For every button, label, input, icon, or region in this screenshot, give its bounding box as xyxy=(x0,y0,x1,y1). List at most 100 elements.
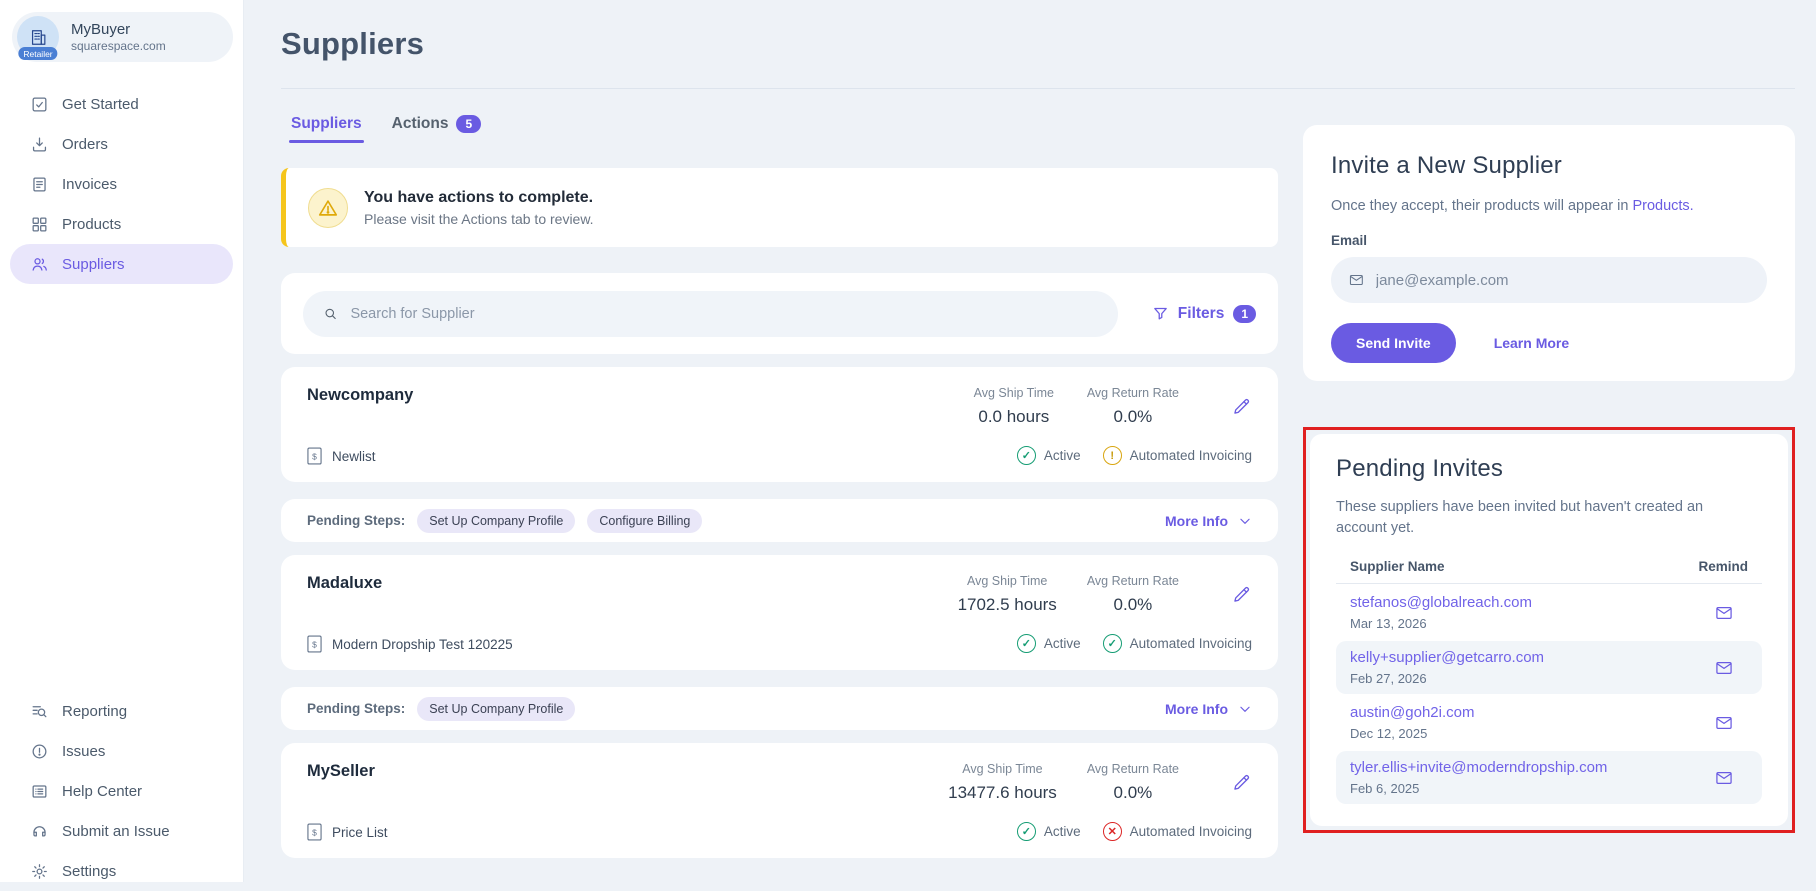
actions-warning-banner: You have actions to complete. Please vis… xyxy=(281,168,1278,247)
invite-email-input[interactable] xyxy=(1376,272,1750,289)
tab-label: Suppliers xyxy=(291,115,362,133)
pending-invites-highlight: Pending Invites These suppliers have bee… xyxy=(1303,427,1795,833)
envelope-icon xyxy=(1714,658,1734,678)
price-list-link[interactable]: $ Newlist xyxy=(307,447,413,465)
edit-supplier-button[interactable] xyxy=(1231,584,1252,605)
sidebar-item-orders[interactable]: Orders xyxy=(10,124,233,164)
more-info-button[interactable]: More Info xyxy=(1165,701,1252,717)
sidebar-item-suppliers[interactable]: Suppliers xyxy=(10,244,233,284)
supplier-name-column-header: Supplier Name xyxy=(1350,559,1445,574)
search-input[interactable] xyxy=(350,306,1097,322)
sidebar-nav: Get Started Orders Invoices Products Sup… xyxy=(0,84,243,284)
org-switcher[interactable]: Retailer MyBuyer squarespace.com xyxy=(12,12,233,62)
active-status: Active xyxy=(1017,446,1081,465)
pencil-icon xyxy=(1231,584,1252,605)
return-rate-value: 0.0% xyxy=(1087,595,1179,615)
remind-button[interactable] xyxy=(1714,768,1748,788)
price-list-icon: $ xyxy=(307,635,322,653)
svg-text:$: $ xyxy=(312,639,317,649)
supplier-card: Newcompany $ Newlist Avg Ship Time 0.0 h… xyxy=(281,367,1278,482)
products-link[interactable]: Products. xyxy=(1632,198,1693,214)
active-status-icon xyxy=(1017,634,1036,653)
tab-suppliers[interactable]: Suppliers xyxy=(291,115,362,143)
checkbox-icon xyxy=(30,95,49,114)
invoice-icon xyxy=(30,175,49,194)
filters-label: Filters xyxy=(1178,305,1225,323)
pending-step-badge: Set Up Company Profile xyxy=(417,697,575,721)
org-role-badge: Retailer xyxy=(18,47,57,60)
sidebar-item-products[interactable]: Products xyxy=(10,204,233,244)
return-rate-label: Avg Return Rate xyxy=(1087,574,1179,588)
envelope-icon xyxy=(1714,768,1734,788)
active-status-label: Active xyxy=(1044,636,1081,651)
learn-more-link[interactable]: Learn More xyxy=(1494,335,1569,351)
price-list-link[interactable]: $ Price List xyxy=(307,823,388,841)
invite-email-link[interactable]: austin@goh2i.com xyxy=(1350,704,1474,721)
download-icon xyxy=(30,135,49,154)
mail-icon xyxy=(1348,271,1365,289)
chevron-down-icon xyxy=(1238,702,1252,716)
envelope-icon xyxy=(1714,603,1734,623)
invoicing-status: Automated Invoicing xyxy=(1103,822,1252,841)
invite-email-field[interactable] xyxy=(1331,257,1767,303)
active-status-label: Active xyxy=(1044,448,1081,463)
supplier-search[interactable] xyxy=(303,291,1118,337)
sidebar-item-label: Products xyxy=(62,216,121,233)
more-info-label: More Info xyxy=(1165,701,1228,717)
invite-date: Feb 27, 2026 xyxy=(1350,671,1544,686)
ship-time-value: 13477.6 hours xyxy=(948,783,1057,803)
invite-email-link[interactable]: tyler.ellis+invite@moderndropship.com xyxy=(1350,759,1607,776)
chevron-down-icon xyxy=(1238,514,1252,528)
tab-actions[interactable]: Actions 5 xyxy=(392,115,482,143)
sidebar-item-issues[interactable]: Issues xyxy=(10,731,233,771)
ship-time-label: Avg Ship Time xyxy=(948,762,1057,776)
return-rate-value: 0.0% xyxy=(1087,407,1179,427)
main-content: Suppliers Suppliers Actions 5 xyxy=(244,0,1816,882)
remind-button[interactable] xyxy=(1714,603,1748,623)
remind-button[interactable] xyxy=(1714,713,1748,733)
pencil-icon xyxy=(1231,396,1252,417)
price-list-icon: $ xyxy=(307,823,322,841)
banner-title: You have actions to complete. xyxy=(364,189,594,207)
price-list-name: Modern Dropship Test 120225 xyxy=(332,637,513,652)
search-icon xyxy=(323,306,338,322)
price-list-link[interactable]: $ Modern Dropship Test 120225 xyxy=(307,635,513,653)
edit-supplier-button[interactable] xyxy=(1231,772,1252,793)
more-info-button[interactable]: More Info xyxy=(1165,513,1252,529)
sidebar-item-reporting[interactable]: Reporting xyxy=(10,691,233,731)
sidebar-item-get-started[interactable]: Get Started xyxy=(10,84,233,124)
sidebar: Retailer MyBuyer squarespace.com Get Sta… xyxy=(0,0,244,882)
pending-steps-label: Pending Steps: xyxy=(307,701,405,716)
sidebar-item-label: Suppliers xyxy=(62,256,125,273)
active-status: Active xyxy=(1017,822,1081,841)
sidebar-item-help-center[interactable]: Help Center xyxy=(10,771,233,811)
pending-step-badge: Set Up Company Profile xyxy=(417,509,575,533)
report-search-icon xyxy=(30,702,49,721)
pencil-icon xyxy=(1231,772,1252,793)
invite-row: kelly+supplier@getcarro.com Feb 27, 2026 xyxy=(1336,641,1762,694)
invite-row: tyler.ellis+invite@moderndropship.com Fe… xyxy=(1336,751,1762,804)
supplier-name: Newcompany xyxy=(307,386,413,405)
sidebar-item-invoices[interactable]: Invoices xyxy=(10,164,233,204)
svg-text:$: $ xyxy=(312,451,317,461)
supplier-name: MySeller xyxy=(307,762,388,781)
sidebar-footer-nav: Reporting Issues Help Center Submit an I… xyxy=(0,691,243,891)
filters-button[interactable]: Filters 1 xyxy=(1152,305,1256,323)
active-status-icon xyxy=(1017,822,1036,841)
pending-steps-strip: Pending Steps: Set Up Company Profile Mo… xyxy=(281,687,1278,730)
remind-button[interactable] xyxy=(1714,658,1748,678)
price-list-name: Newlist xyxy=(332,449,376,464)
sidebar-item-submit-issue[interactable]: Submit an Issue xyxy=(10,811,233,851)
invoicing-status-label: Automated Invoicing xyxy=(1130,448,1252,463)
edit-supplier-button[interactable] xyxy=(1231,396,1252,417)
tab-bar: Suppliers Actions 5 xyxy=(281,115,1278,143)
org-domain: squarespace.com xyxy=(71,39,166,53)
tab-label: Actions xyxy=(392,115,449,133)
email-label: Email xyxy=(1331,233,1767,248)
invite-email-link[interactable]: kelly+supplier@getcarro.com xyxy=(1350,649,1544,666)
send-invite-button[interactable]: Send Invite xyxy=(1331,323,1456,363)
svg-text:$: $ xyxy=(312,827,317,837)
invoicing-status-icon xyxy=(1103,446,1122,465)
sidebar-item-settings[interactable]: Settings xyxy=(10,851,233,891)
invite-email-link[interactable]: stefanos@globalreach.com xyxy=(1350,594,1532,611)
